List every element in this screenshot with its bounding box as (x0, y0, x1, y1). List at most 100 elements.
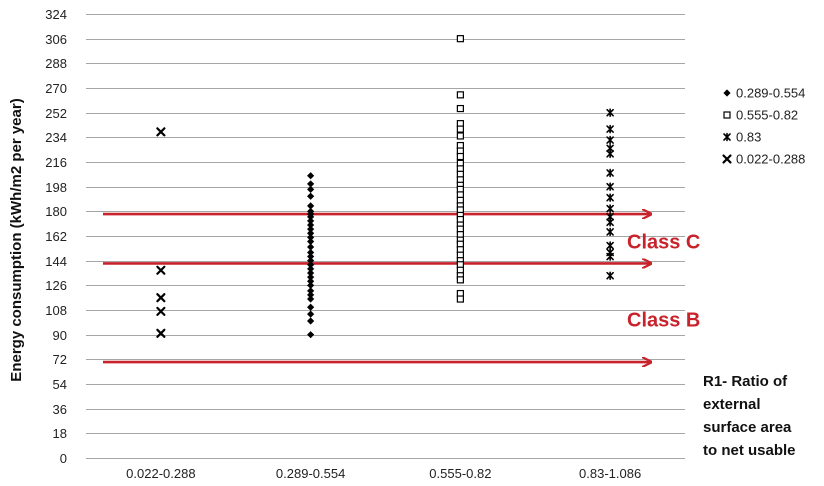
diamond-marker (307, 225, 315, 233)
data-point (307, 273, 315, 281)
data-point (606, 149, 614, 159)
square-marker (456, 132, 464, 140)
diamond-marker (307, 269, 315, 277)
legend: 0.289-0.554 0.555-0.82 0.83 0.022-0.288 (722, 86, 805, 167)
star-marker (606, 168, 614, 178)
y-tick-label: 288 (45, 56, 67, 71)
data-point (307, 281, 315, 289)
grid-lines (86, 14, 685, 459)
data-point (456, 35, 464, 43)
x-axis-label-line: to net usable (703, 442, 796, 459)
y-tick-label: 108 (45, 303, 67, 318)
data-point (307, 225, 315, 233)
data-point (307, 331, 315, 339)
data-point (606, 241, 614, 250)
data-point (722, 154, 732, 164)
data-point (606, 204, 614, 213)
y-tick-label: 54 (53, 377, 67, 392)
y-tick-label: 252 (45, 106, 67, 121)
x-axis-label: R1- Ratio of external surface area to net u… (703, 373, 796, 459)
data-point (307, 303, 315, 311)
y-tick-label: 144 (45, 254, 67, 269)
y-tick-label: 270 (45, 81, 67, 96)
y-tick-label: 0 (60, 451, 67, 466)
diamond-marker (307, 287, 315, 295)
data-point (307, 237, 315, 246)
data-point (156, 328, 166, 338)
square-marker (456, 276, 464, 284)
legend-label: 0.83 (736, 130, 761, 145)
diamond-marker (307, 265, 315, 273)
data-point (723, 89, 731, 97)
diamond-marker (307, 233, 315, 241)
diamond-marker (307, 202, 315, 210)
y-axis-label: Energy consumption (kWh/m2 per year) (8, 98, 25, 381)
diamond-marker (307, 310, 315, 318)
data-point (456, 132, 464, 140)
diamond-marker (307, 243, 315, 251)
legend-label: 0.022-0.288 (736, 152, 805, 167)
data-point (156, 306, 166, 316)
diamond-marker (307, 221, 315, 229)
y-tick-label: 198 (45, 180, 67, 195)
data-point (307, 180, 315, 188)
data-point (307, 217, 315, 225)
data-point (456, 152, 464, 161)
diamond-marker (307, 180, 315, 188)
x-marker (156, 328, 166, 338)
data-point (606, 108, 614, 117)
diamond-marker (307, 213, 315, 221)
data-point (307, 265, 315, 273)
y-tick-label: 180 (45, 204, 67, 219)
x-marker (156, 306, 166, 316)
data-point (156, 127, 166, 137)
y-tick-label: 324 (45, 7, 67, 22)
square-marker (456, 295, 464, 303)
y-tick-label: 162 (45, 229, 67, 244)
class-label: Class C (627, 231, 700, 253)
diamond-marker (307, 317, 315, 325)
square-marker (456, 152, 464, 161)
diamond-marker (307, 281, 315, 289)
diamond-marker (307, 248, 315, 257)
star-marker (606, 182, 614, 191)
star-marker (606, 124, 614, 134)
data-point (307, 252, 315, 261)
diamond-marker (723, 89, 731, 97)
star-marker (606, 135, 614, 145)
star-marker (606, 227, 614, 237)
square-marker (456, 104, 464, 113)
data-point (307, 192, 315, 200)
data-points (156, 35, 614, 339)
y-tick-label: 216 (45, 155, 67, 170)
diamond-marker (307, 257, 315, 265)
data-point (307, 291, 315, 299)
y-tick-label: 90 (53, 328, 67, 343)
data-point (606, 252, 614, 261)
x-tick-labels: 0.022-0.288 0.289-0.554 0.555-0.82 0.83-1.0… (126, 466, 641, 481)
star-marker (606, 108, 614, 117)
y-tick-label: 72 (53, 352, 67, 367)
y-tick-label: 234 (45, 130, 67, 145)
square-marker (723, 111, 731, 119)
x-axis-label-line: R1- Ratio of (703, 373, 788, 390)
threshold-arrows (103, 214, 650, 362)
data-point (307, 221, 315, 229)
data-point (307, 172, 315, 180)
data-point (307, 229, 315, 237)
data-point (307, 295, 315, 303)
y-tick-label: 18 (53, 426, 67, 441)
x-marker (156, 265, 166, 275)
y-tick-labels: 0 18 36 54 72 90 108 126 144 162 180 198 216 234 252 27… (45, 7, 67, 466)
diamond-marker (307, 237, 315, 246)
diamond-marker (307, 252, 315, 261)
square-marker (456, 91, 464, 99)
diamond-marker (307, 192, 315, 200)
diamond-marker (307, 277, 315, 285)
data-point (307, 287, 315, 295)
diamond-marker (307, 261, 315, 269)
data-point (307, 248, 315, 257)
data-point (606, 135, 614, 145)
class-label: Class B (627, 310, 700, 332)
